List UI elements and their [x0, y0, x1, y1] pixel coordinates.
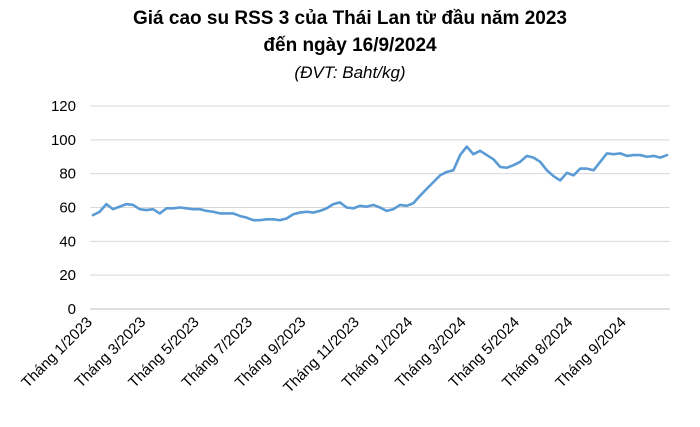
chart-title: Giá cao su RSS 3 của Thái Lan từ đầu năm…	[132, 8, 567, 29]
y-tick-label-40: 40	[59, 233, 76, 250]
chart-subtitle: đến ngày 16/9/2024	[263, 35, 437, 56]
y-tick-label-20: 20	[59, 267, 76, 284]
y-tick-label-100: 100	[51, 132, 76, 149]
y-tick-label-80: 80	[59, 166, 76, 183]
y-tick-label-120: 120	[51, 98, 76, 115]
y-tick-label-60: 60	[59, 200, 76, 217]
y-tick-label-0: 0	[68, 301, 76, 318]
chart-unit-note: (ĐVT: Baht/kg)	[294, 63, 406, 82]
series-line	[91, 145, 669, 222]
